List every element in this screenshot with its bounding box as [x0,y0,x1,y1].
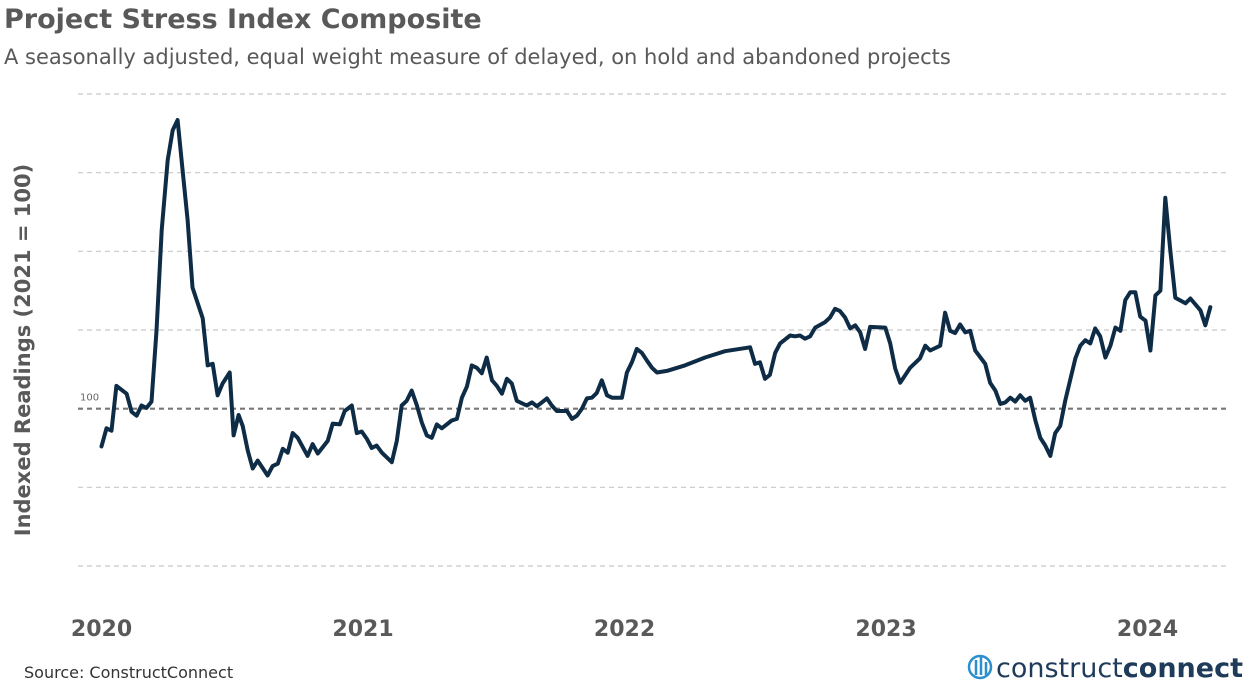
logo-light: construct [996,653,1123,684]
logo-icon [967,654,993,680]
x-tick-label: 2024 [1117,617,1178,642]
x-tick-label: 2022 [594,617,655,642]
logo-text: constructconnect [996,653,1243,684]
y-tick-label: 100 [80,393,99,404]
source: Source: ConstructConnect [24,663,233,682]
x-tick-label: 2020 [71,617,132,642]
chart-subtitle: A seasonally adjusted, equal weight meas… [4,45,951,69]
chart-title: Project Stress Index Composite [4,4,482,35]
x-tick-label: 2021 [332,617,393,642]
x-tick-label: 2023 [855,617,916,642]
logo-bold: connect [1123,653,1243,684]
y-axis-label: Indexed Readings (2021 = 100) [11,164,35,536]
index-line [99,118,1213,478]
